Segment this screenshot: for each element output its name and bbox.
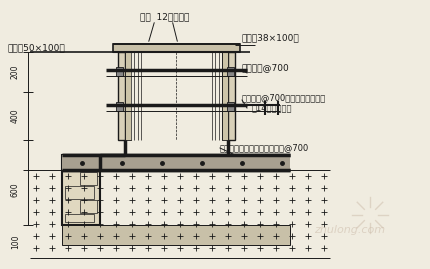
- Text: zhulong.com: zhulong.com: [314, 225, 385, 235]
- Text: 对拉螺栓@700模板定位预埋钢筋: 对拉螺栓@700模板定位预埋钢筋: [241, 94, 326, 102]
- Bar: [116, 102, 123, 111]
- Bar: [65, 186, 94, 199]
- Bar: [227, 52, 234, 140]
- Text: 模板定位钢筋与底板钢筋焊接@700: 模板定位钢筋与底板钢筋焊接@700: [219, 143, 309, 153]
- Text: 钢管固定@700: 钢管固定@700: [241, 63, 289, 73]
- Text: 木方（50×100）: 木方（50×100）: [8, 44, 66, 52]
- Bar: [113, 44, 240, 52]
- Text: （14钢筋制作）: （14钢筋制作）: [252, 104, 292, 112]
- Bar: [125, 52, 131, 140]
- Bar: [62, 155, 289, 170]
- Bar: [62, 155, 100, 225]
- Bar: [221, 52, 227, 140]
- Bar: [227, 102, 233, 111]
- Bar: [80, 200, 97, 213]
- Text: 顶楞  12厚竹胶板: 顶楞 12厚竹胶板: [140, 12, 189, 21]
- Bar: [116, 67, 123, 76]
- Bar: [65, 214, 94, 222]
- Text: 100: 100: [11, 235, 20, 249]
- Bar: [65, 158, 94, 171]
- Bar: [227, 67, 233, 76]
- Text: 600: 600: [11, 183, 20, 197]
- Bar: [62, 225, 289, 245]
- Bar: [80, 172, 97, 185]
- Text: 200: 200: [11, 65, 20, 79]
- Bar: [131, 52, 221, 140]
- Text: 木方（38×100）: 木方（38×100）: [241, 34, 299, 43]
- Text: 400: 400: [11, 109, 20, 123]
- Bar: [118, 52, 125, 140]
